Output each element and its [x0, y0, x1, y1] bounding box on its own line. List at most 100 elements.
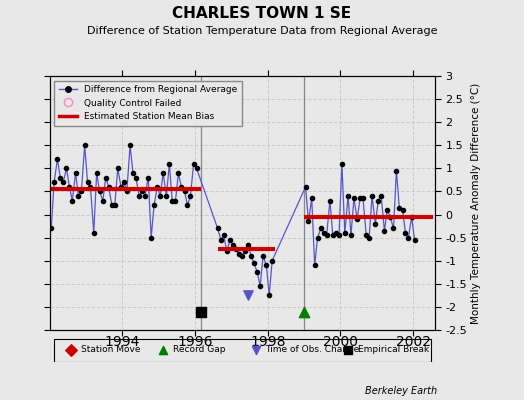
Text: Time of Obs. Change: Time of Obs. Change — [266, 345, 360, 354]
Point — [356, 195, 364, 202]
Point — [300, 308, 308, 315]
Point — [68, 198, 77, 204]
Point — [250, 260, 258, 266]
Point — [95, 188, 104, 195]
Text: Difference of Station Temperature Data from Regional Average: Difference of Station Temperature Data f… — [87, 26, 437, 36]
Point — [123, 188, 131, 195]
Point — [332, 230, 340, 236]
Point — [165, 160, 173, 167]
Point — [65, 184, 73, 190]
Point — [126, 142, 134, 148]
Point — [335, 232, 343, 238]
Point — [86, 184, 95, 190]
Point — [241, 248, 249, 255]
Point — [337, 160, 346, 167]
Point — [196, 308, 205, 315]
Point — [313, 234, 322, 241]
Point — [410, 237, 419, 243]
Point — [244, 241, 253, 248]
Point — [162, 193, 171, 199]
Point — [114, 165, 122, 172]
Point — [141, 193, 149, 199]
Point — [119, 179, 128, 186]
Point — [50, 179, 58, 186]
Point — [389, 225, 398, 232]
Point — [168, 198, 177, 204]
Point — [392, 168, 400, 174]
Point — [171, 198, 180, 204]
Point — [104, 184, 113, 190]
Point — [144, 174, 152, 181]
Text: Empirical Break: Empirical Break — [358, 345, 429, 354]
Point — [102, 174, 110, 181]
Point — [92, 170, 101, 176]
Point — [408, 214, 416, 220]
Point — [153, 184, 161, 190]
Point — [180, 188, 189, 195]
Point — [174, 170, 182, 176]
Text: Record Gap: Record Gap — [173, 345, 225, 354]
Point — [359, 195, 367, 202]
Point — [117, 184, 125, 190]
Point — [138, 188, 146, 195]
Point — [380, 228, 389, 234]
Point — [235, 250, 243, 257]
Point — [259, 253, 267, 259]
Point — [62, 165, 71, 172]
Point — [326, 198, 334, 204]
Point — [347, 232, 355, 238]
Point — [223, 248, 231, 255]
Point — [341, 230, 349, 236]
Point — [232, 246, 240, 252]
Point — [74, 193, 83, 199]
Point — [344, 193, 352, 199]
Point — [401, 230, 410, 236]
Point — [308, 195, 316, 202]
Text: 1998: 1998 — [250, 335, 286, 349]
Point — [244, 292, 252, 298]
Point — [320, 230, 328, 236]
Point — [304, 218, 313, 225]
Point — [135, 193, 144, 199]
Point — [186, 193, 194, 199]
Point — [228, 241, 237, 248]
Text: 2000: 2000 — [323, 335, 358, 349]
Text: Station Move: Station Move — [81, 345, 140, 354]
Point — [53, 156, 62, 162]
Point — [362, 232, 370, 238]
Point — [217, 237, 225, 243]
Point — [350, 195, 358, 202]
Point — [77, 188, 85, 195]
Point — [310, 262, 319, 268]
Point — [59, 179, 68, 186]
Point — [81, 142, 89, 148]
Point — [129, 170, 137, 176]
Point — [111, 202, 119, 208]
Point — [383, 207, 391, 213]
Point — [183, 202, 192, 208]
Point — [213, 225, 222, 232]
Point — [177, 184, 185, 190]
Point — [150, 202, 158, 208]
Point — [374, 198, 383, 204]
Point — [365, 234, 373, 241]
Point — [316, 225, 325, 232]
Point — [301, 184, 310, 190]
Point — [329, 232, 337, 238]
Point — [265, 292, 274, 298]
Point — [262, 262, 270, 268]
Point — [192, 165, 201, 172]
Text: 2002: 2002 — [396, 335, 431, 349]
Point — [386, 214, 395, 220]
Point — [47, 225, 56, 232]
Point — [253, 269, 261, 276]
Point — [395, 204, 403, 211]
Point — [90, 230, 98, 236]
Point — [371, 220, 379, 227]
Point — [268, 258, 276, 264]
Point — [159, 170, 167, 176]
Point — [132, 174, 140, 181]
Point — [99, 198, 107, 204]
Text: 1996: 1996 — [177, 335, 213, 349]
Point — [256, 283, 264, 289]
